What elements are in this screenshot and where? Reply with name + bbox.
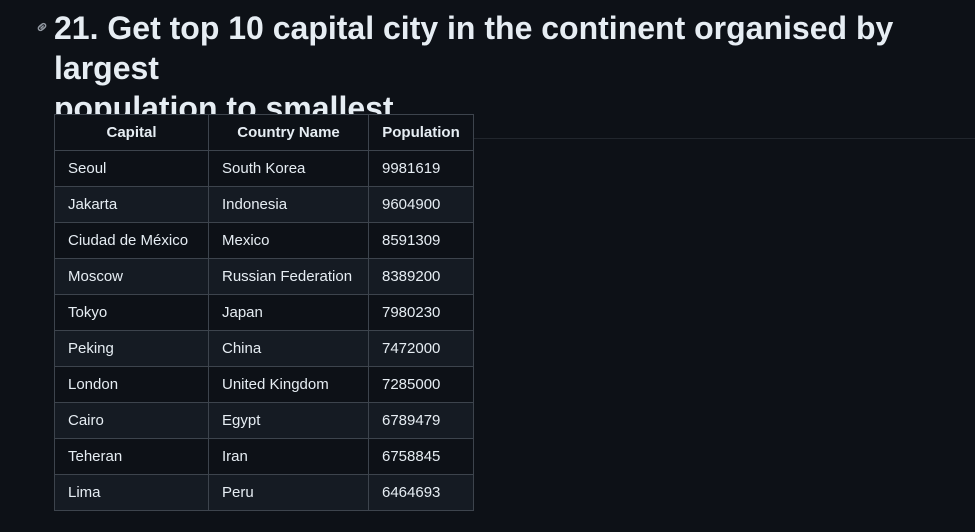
cell-country: Indonesia [208, 186, 369, 223]
cell-country: Russian Federation [208, 258, 369, 295]
cell-capital: Seoul [54, 150, 209, 187]
cell-population: 7472000 [368, 330, 474, 367]
cell-country: Iran [208, 438, 369, 475]
cell-country: South Korea [208, 150, 369, 187]
cell-population: 6758845 [368, 438, 474, 475]
link-icon[interactable] [34, 19, 50, 35]
cell-population: 6789479 [368, 402, 474, 439]
cell-population: 7980230 [368, 294, 474, 331]
table-header-row: Capital Country Name Population [54, 114, 474, 151]
cell-capital: Peking [54, 330, 209, 367]
cell-country: Japan [208, 294, 369, 331]
header-capital: Capital [54, 114, 209, 151]
cell-population: 7285000 [368, 366, 474, 403]
title-line-1: 21. Get top 10 capital city in the conti… [54, 10, 894, 86]
cell-capital: Moscow [54, 258, 209, 295]
table-row: Teheran Iran 6758845 [54, 438, 474, 475]
header-population: Population [368, 114, 474, 151]
capital-population-table: Capital Country Name Population Seoul So… [54, 114, 474, 511]
cell-country: China [208, 330, 369, 367]
table-row: Seoul South Korea 9981619 [54, 150, 474, 187]
table-row: Tokyo Japan 7980230 [54, 294, 474, 331]
cell-country: Mexico [208, 222, 369, 259]
header-country-name: Country Name [208, 114, 369, 151]
cell-capital: Jakarta [54, 186, 209, 223]
page-title: 21. Get top 10 capital city in the conti… [54, 8, 975, 128]
cell-capital: Tokyo [54, 294, 209, 331]
cell-population: 9604900 [368, 186, 474, 223]
cell-capital: Lima [54, 474, 209, 511]
section-heading: 21. Get top 10 capital city in the conti… [54, 8, 975, 139]
cell-country: Peru [208, 474, 369, 511]
cell-capital: Cairo [54, 402, 209, 439]
cell-capital: Teheran [54, 438, 209, 475]
cell-population: 6464693 [368, 474, 474, 511]
table-row: Cairo Egypt 6789479 [54, 402, 474, 439]
cell-population: 9981619 [368, 150, 474, 187]
cell-population: 8389200 [368, 258, 474, 295]
cell-capital: London [54, 366, 209, 403]
cell-country: United Kingdom [208, 366, 369, 403]
table-row: Jakarta Indonesia 9604900 [54, 186, 474, 223]
table-row: Peking China 7472000 [54, 330, 474, 367]
table-row: London United Kingdom 7285000 [54, 366, 474, 403]
cell-country: Egypt [208, 402, 369, 439]
cell-population: 8591309 [368, 222, 474, 259]
table-row: Moscow Russian Federation 8389200 [54, 258, 474, 295]
table-row: Ciudad de México Mexico 8591309 [54, 222, 474, 259]
table-row: Lima Peru 6464693 [54, 474, 474, 511]
cell-capital: Ciudad de México [54, 222, 209, 259]
